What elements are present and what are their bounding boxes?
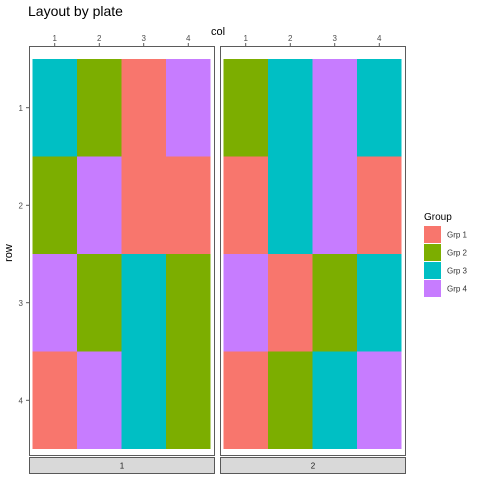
- tile-r1-c2: [77, 59, 122, 157]
- tile-r2-c3: [121, 156, 166, 254]
- tile-r4-c2: [77, 351, 122, 449]
- chart-title: Layout by plate: [28, 3, 123, 19]
- y-tick-label: 2: [19, 201, 24, 210]
- tile-r2-c3: [312, 156, 357, 254]
- tile-r4-c3: [312, 351, 357, 449]
- tile-r4-c4: [166, 351, 211, 449]
- x-tick-label: 1: [53, 34, 58, 43]
- tile-r3-c4: [357, 254, 402, 352]
- tile-r4-c1: [32, 351, 77, 449]
- x-axis-title: col: [211, 26, 225, 38]
- tile-r3-c4: [166, 254, 211, 352]
- facet-panels: 1 2 3 4 1 1 2 3 4 2: [29, 34, 406, 474]
- tile-r2-c1: [32, 156, 77, 254]
- facet-panel-2: 1 2 3 4 2: [220, 34, 406, 474]
- legend-swatch: [424, 244, 441, 261]
- tile-r3-c2: [77, 254, 122, 352]
- x-tick-label: 1: [244, 34, 249, 43]
- legend-swatch: [424, 226, 441, 243]
- tile-r2-c2: [268, 156, 313, 254]
- x-tick-label: 3: [142, 34, 147, 43]
- facet-strip-label: 1: [120, 462, 125, 471]
- tile-r2-c4: [357, 156, 402, 254]
- facet-strip: [220, 457, 406, 474]
- y-tick-label: 4: [19, 396, 24, 405]
- x-tick-label: 3: [333, 34, 338, 43]
- tile-r1-c3: [121, 59, 166, 157]
- legend: Group Grp 1 Grp 2 Grp 3 Grp 4: [424, 212, 468, 297]
- legend-swatch: [424, 262, 441, 279]
- tile-r4-c1: [223, 351, 268, 449]
- x-tick-label: 4: [377, 34, 382, 43]
- y-axis-title: row: [3, 244, 15, 262]
- tile-r4-c3: [121, 351, 166, 449]
- legend-label: Grp 2: [447, 249, 468, 258]
- legend-label: Grp 1: [447, 231, 468, 240]
- y-tick-label: 3: [19, 299, 24, 308]
- facet-panel-1: 1 2 3 4 1: [29, 34, 215, 474]
- tile-r4-c4: [357, 351, 402, 449]
- facet-strip: [29, 457, 215, 474]
- tile-r1-c4: [166, 59, 211, 157]
- tile-r3-c1: [32, 254, 77, 352]
- tile-r3-c3: [312, 254, 357, 352]
- legend-label: Grp 4: [447, 285, 468, 294]
- tile-r2-c1: [223, 156, 268, 254]
- legend-title: Group: [424, 212, 452, 223]
- tile-r3-c3: [121, 254, 166, 352]
- tile-r3-c1: [223, 254, 268, 352]
- x-tick-label: 2: [97, 34, 102, 43]
- tile-r1-c2: [268, 59, 313, 157]
- tile-r1-c4: [357, 59, 402, 157]
- y-axis-ticks: 1 2 3 4: [19, 104, 29, 405]
- tile-r2-c4: [166, 156, 211, 254]
- tile-r1-c1: [223, 59, 268, 157]
- tile-r1-c3: [312, 59, 357, 157]
- tile-r4-c2: [268, 351, 313, 449]
- x-tick-label: 2: [288, 34, 293, 43]
- tile-r1-c1: [32, 59, 77, 157]
- legend-label: Grp 3: [447, 267, 468, 276]
- legend-swatch: [424, 280, 441, 297]
- facet-strip-label: 2: [311, 462, 316, 471]
- tile-r2-c2: [77, 156, 122, 254]
- y-tick-label: 1: [19, 104, 24, 113]
- x-tick-label: 4: [186, 34, 191, 43]
- tile-r3-c2: [268, 254, 313, 352]
